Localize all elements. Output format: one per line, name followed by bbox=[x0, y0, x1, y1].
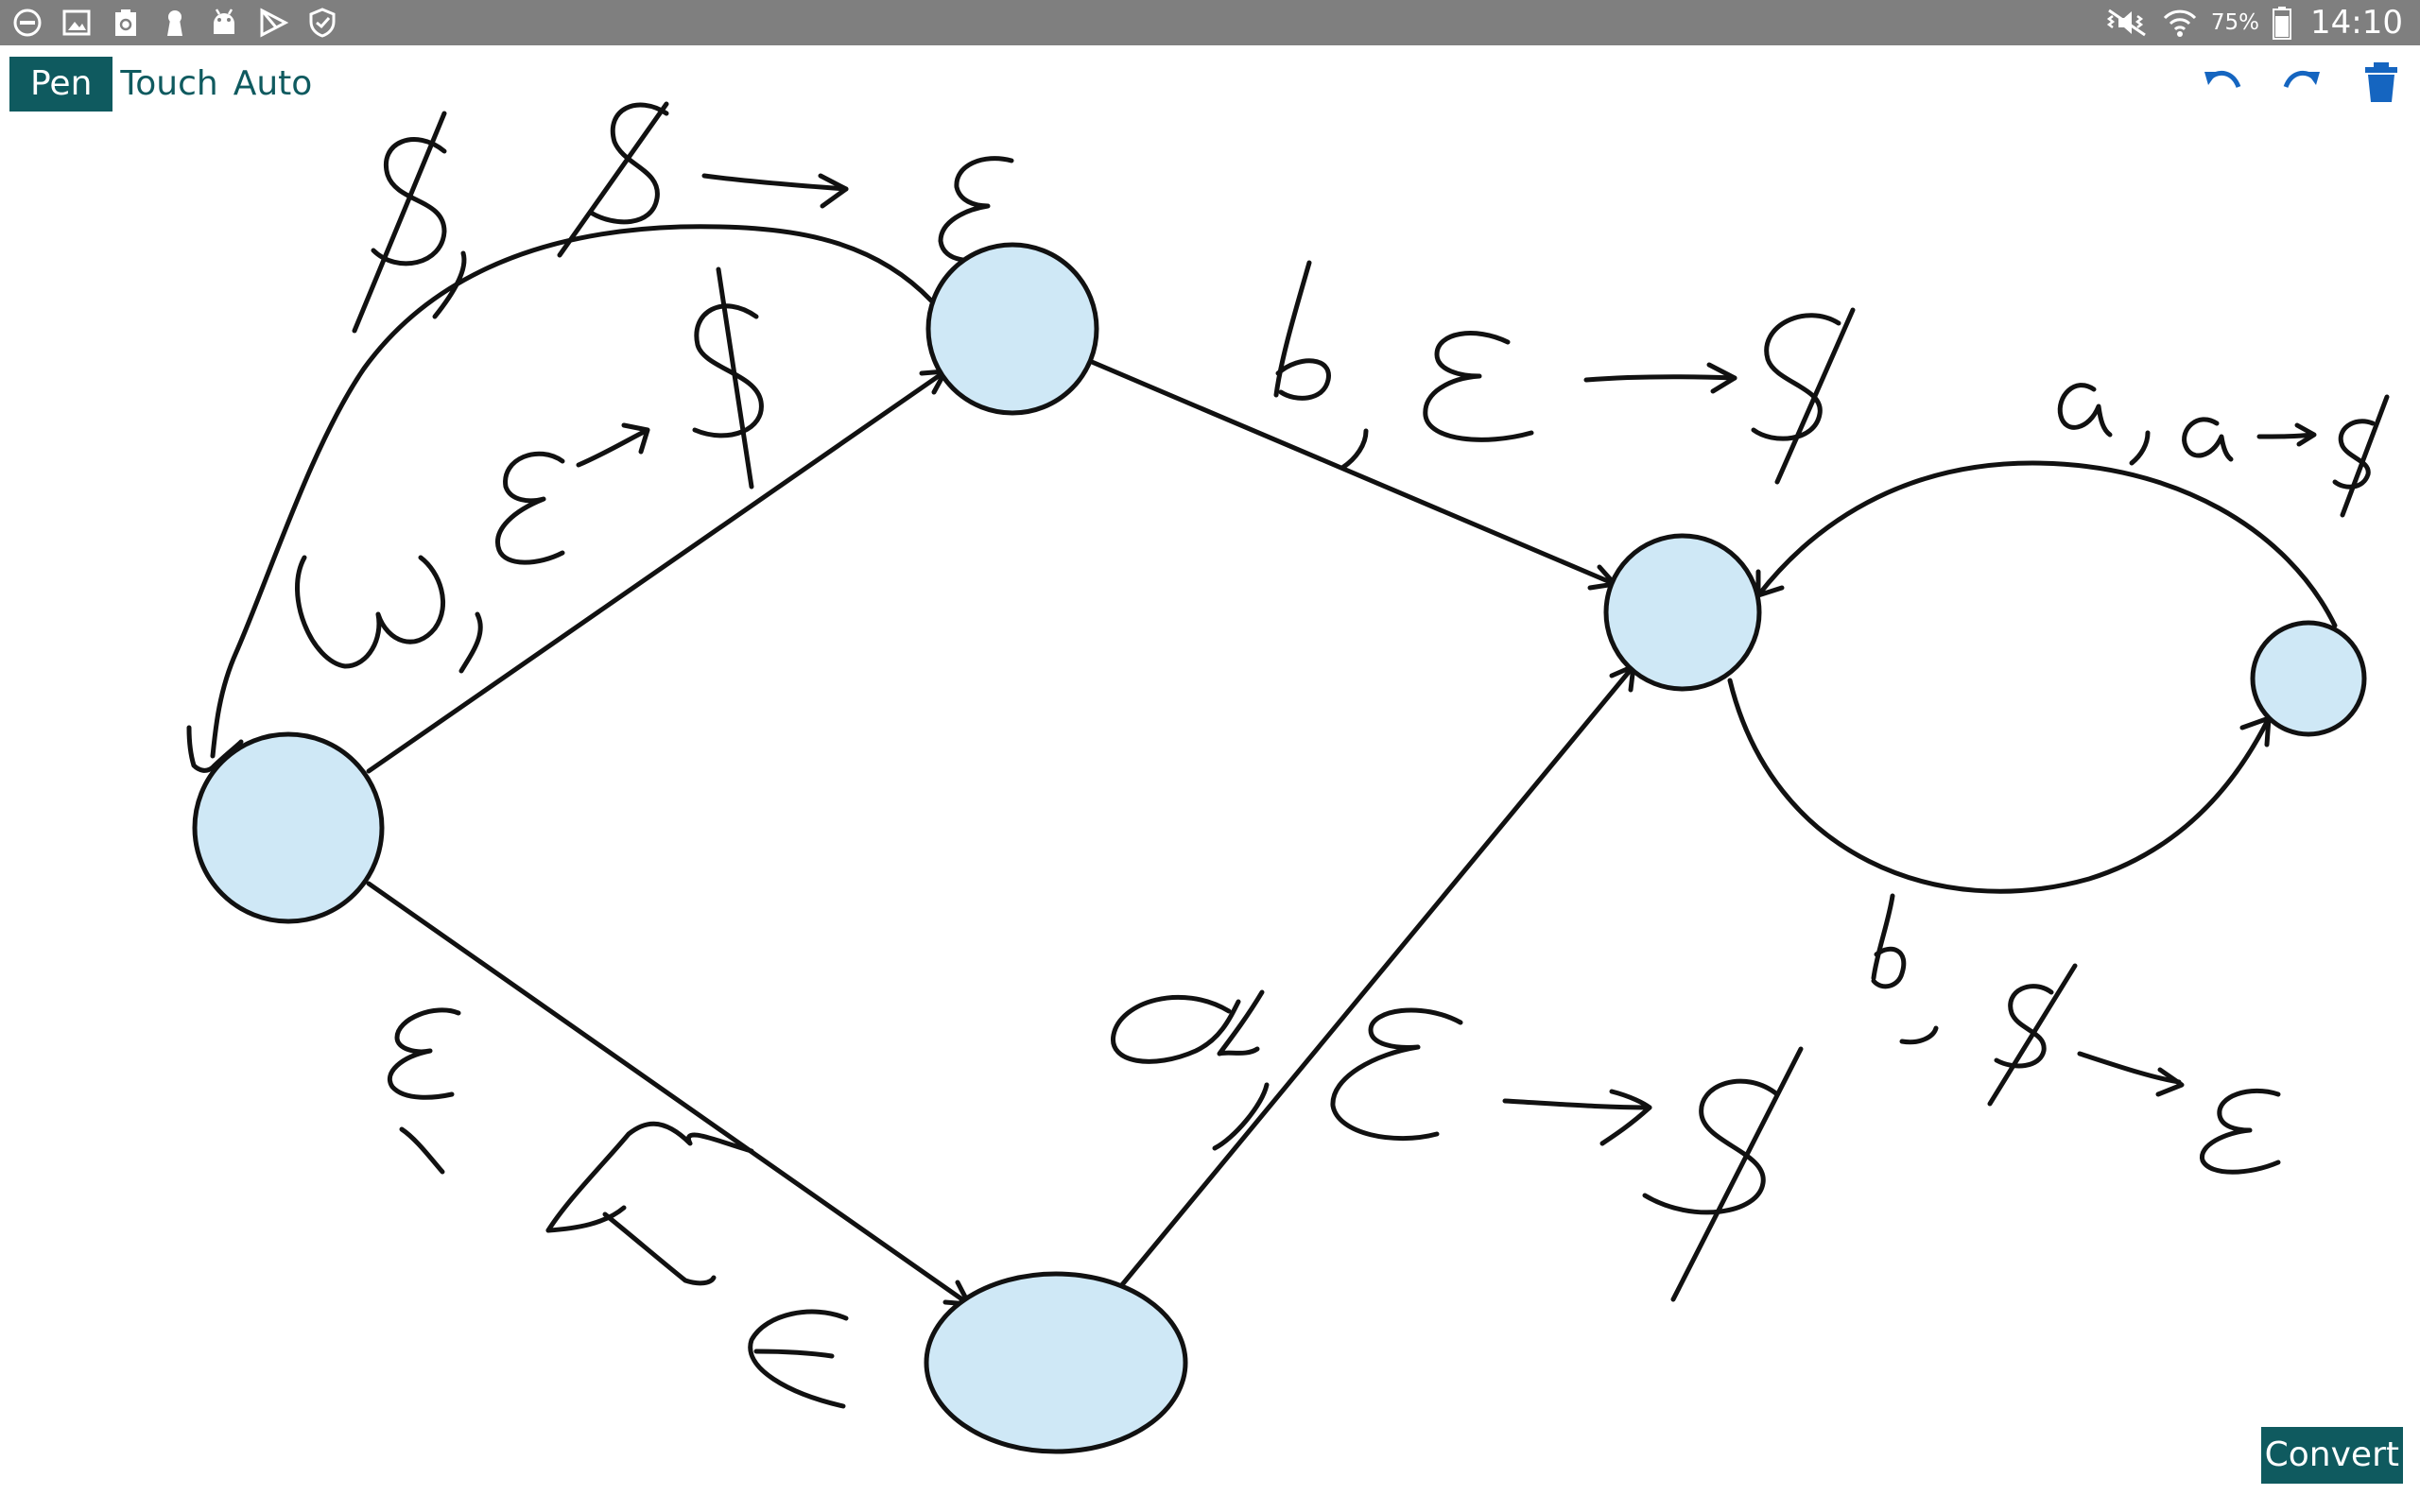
edge-q1-q0-back-arrow bbox=[186, 725, 244, 773]
edge-q4-q3-upper bbox=[1755, 460, 2338, 628]
delete-all-button[interactable] bbox=[2358, 59, 2405, 106]
state-node-q3[interactable] bbox=[1603, 533, 1762, 692]
recycle-clipboard-icon bbox=[110, 7, 142, 39]
mode-pen-button[interactable]: Pen bbox=[9, 57, 113, 112]
undo-button[interactable] bbox=[2199, 59, 2246, 106]
state-node-q4[interactable] bbox=[2250, 620, 2367, 737]
label-b-epsilon-dollar bbox=[1273, 260, 1856, 485]
action-toolbar bbox=[2199, 59, 2405, 106]
edge-q0-q1 bbox=[366, 369, 948, 774]
edge-q3-q4-lower bbox=[1727, 678, 2272, 894]
clock: 14:10 bbox=[2310, 4, 2403, 42]
convert-button[interactable]: Convert bbox=[2260, 1427, 2403, 1484]
mode-auto-button[interactable]: Auto bbox=[233, 64, 313, 103]
status-bar: 75% 14:10 bbox=[0, 0, 2420, 45]
wifi-icon bbox=[2162, 7, 2198, 39]
redo-button[interactable] bbox=[2278, 59, 2325, 106]
undo-icon bbox=[2204, 70, 2241, 89]
do-not-disturb-icon bbox=[11, 7, 43, 39]
battery-percent: 75% bbox=[2210, 10, 2260, 35]
label-a-epsilon-dollar bbox=[1111, 989, 1804, 1302]
trash-icon bbox=[2365, 62, 2397, 102]
state-node-q1[interactable] bbox=[925, 242, 1099, 416]
label-b-dollar-epsilon bbox=[1871, 893, 2281, 1175]
edge-q2-q3 bbox=[1117, 663, 1636, 1290]
state-node-q0[interactable] bbox=[192, 731, 385, 924]
diagram-sketch bbox=[186, 101, 2390, 1454]
gallery-icon bbox=[60, 7, 93, 39]
label-dollar-dollar-epsilon bbox=[352, 101, 1014, 334]
label-a-a-dollar bbox=[2057, 383, 2390, 518]
play-store-icon bbox=[257, 7, 289, 39]
edge-q1-q3 bbox=[1089, 359, 1617, 587]
edge-q0-q2 bbox=[366, 881, 972, 1307]
edge-q1-q0-back bbox=[210, 224, 934, 759]
label-epsilon-a-epsilon bbox=[388, 1007, 849, 1409]
drawing-canvas[interactable] bbox=[0, 45, 2420, 1512]
keyhole-icon bbox=[159, 7, 191, 39]
shield-icon bbox=[306, 7, 338, 39]
battery-icon bbox=[2273, 6, 2292, 40]
mode-touch-button[interactable]: Touch bbox=[120, 64, 218, 103]
android-icon bbox=[208, 7, 240, 39]
label-omega-epsilon-dollar bbox=[295, 266, 764, 674]
input-mode-selector: Pen Touch Auto bbox=[9, 57, 320, 112]
state-node-q2[interactable] bbox=[924, 1271, 1188, 1454]
status-notification-icons bbox=[11, 6, 338, 40]
redo-icon bbox=[2283, 70, 2320, 89]
mute-vibrate-icon bbox=[2105, 7, 2149, 39]
status-system-area: 75% 14:10 bbox=[2105, 0, 2403, 45]
